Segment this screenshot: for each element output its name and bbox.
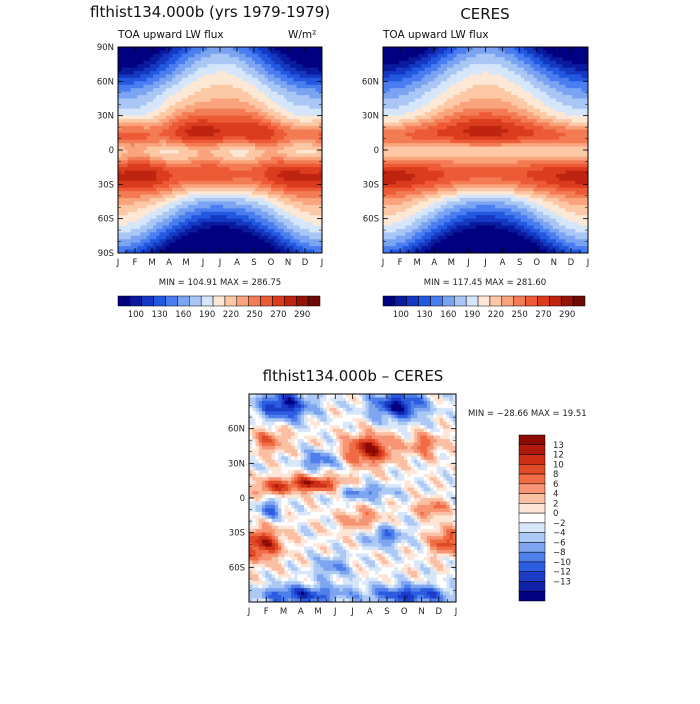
colorbar-swatch [177, 296, 189, 306]
x-tick-label: A [234, 258, 240, 268]
colorbar-swatch [284, 296, 296, 306]
colorbar-swatch [249, 296, 261, 306]
colorbar-label: 220 [223, 310, 239, 320]
colorbar-label: 190 [199, 310, 215, 320]
x-tick-label: A [166, 258, 172, 268]
y-tick-label: 0 [109, 146, 114, 156]
colorbar-swatch [142, 296, 154, 306]
x-tick-label: O [268, 258, 275, 268]
x-tick-label: M [148, 258, 155, 268]
colorbar-swatch [154, 296, 166, 306]
x-tick-label: D [302, 258, 309, 268]
y-tick-label: 30S [98, 180, 114, 190]
panel-ceres-subtitle: TOA upward LW flux [382, 29, 489, 41]
panel-ceres-title: CERES [460, 5, 509, 23]
panel-model-minmax: MIN = 104.91 MAX = 286.75 [159, 278, 281, 288]
x-tick-label: J [218, 258, 222, 268]
heatmap-ceres [383, 47, 589, 254]
colorbar-swatch [308, 296, 320, 306]
colorbar-swatch [261, 296, 273, 306]
x-tick-label: M [182, 258, 189, 268]
y-tick-label: 30N [97, 112, 114, 122]
panel-model-subtitle: TOA upward LW flux [117, 29, 224, 41]
x-tick-label: N [285, 258, 291, 268]
colorbar-swatch [272, 296, 284, 306]
y-tick-label: 60S [98, 215, 114, 225]
colorbar-label: 160 [175, 310, 191, 320]
colorbar-model: 100 130 160 190 220 250 270 290 [118, 296, 320, 320]
x-tick-label: J [320, 258, 324, 268]
colorbar-swatch [166, 296, 178, 306]
panel-model: flthist134.000b (yrs 1979-1979) TOA upwa… [90, 3, 330, 320]
colorbar-swatch [296, 296, 308, 306]
panel-model-title: flthist134.000b (yrs 1979-1979) [90, 3, 330, 21]
colorbar-swatch [237, 296, 249, 306]
colorbar-swatch [213, 296, 225, 306]
y-tick-label: 90S [98, 249, 114, 259]
colorbar-label: 100 [128, 310, 144, 320]
y-tick-label: 60N [97, 77, 114, 87]
y-tick-label: 90N [97, 43, 114, 53]
colorbar-label: 250 [247, 310, 263, 320]
colorbar-label: 290 [294, 310, 310, 320]
heatmap-model [118, 47, 323, 254]
x-tick-label: F [133, 258, 138, 268]
colorbar-swatch [201, 296, 213, 306]
panel-model-units: W/m² [288, 29, 316, 41]
colorbar-label: 130 [151, 310, 167, 320]
colorbar-swatch [118, 296, 130, 306]
x-tick-label: J [116, 258, 120, 268]
x-tick-label: J [201, 258, 205, 268]
colorbar-swatch [130, 296, 142, 306]
colorbar-label: 270 [270, 310, 286, 320]
x-tick-label: S [251, 258, 256, 268]
colorbar-swatch [189, 296, 201, 306]
colorbar-swatch [225, 296, 237, 306]
